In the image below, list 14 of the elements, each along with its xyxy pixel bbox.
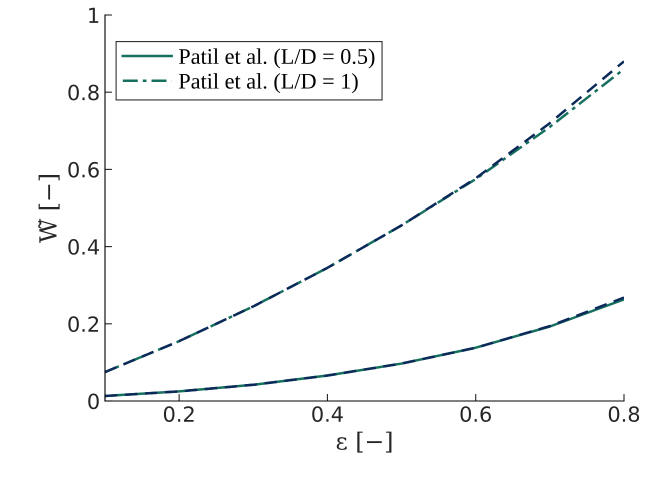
y-tick-label: 1 (89, 8, 98, 23)
x-tick-label: 0.8 (608, 406, 640, 422)
y-tick-label: 0 (88, 393, 99, 410)
legend-label: Patil et al. (L/D = 1) (178, 73, 358, 94)
y-axis-title: W̃ [−] (38, 175, 60, 243)
y-tick-label: 0.8 (68, 84, 99, 100)
y-tick-label: 0.4 (68, 239, 99, 255)
legend-label: Patil et al. (L/D = 0.5) (178, 48, 374, 69)
x-tick-label: 0.4 (312, 406, 343, 422)
x-tick-label: 0.6 (460, 406, 491, 422)
y-tick-label: 0.6 (68, 162, 99, 178)
x-tick-label: 0.2 (164, 406, 194, 422)
x-axis-title: ε [−] (336, 432, 392, 453)
y-tick-label: 0.2 (68, 316, 98, 332)
